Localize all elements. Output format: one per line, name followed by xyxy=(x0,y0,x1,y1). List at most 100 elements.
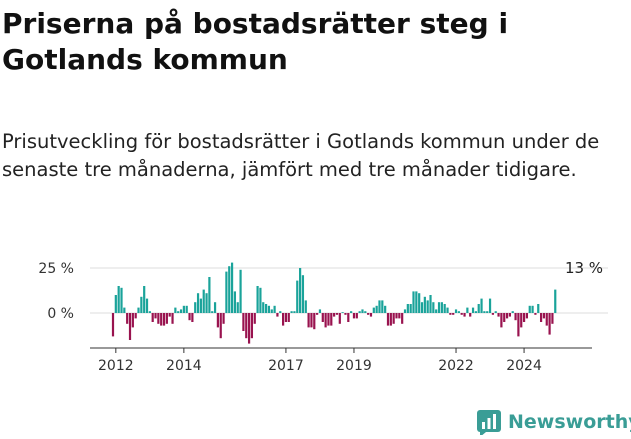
bar xyxy=(222,313,225,324)
bar xyxy=(168,313,171,317)
bar xyxy=(338,313,341,324)
bar xyxy=(525,313,529,319)
bar xyxy=(330,313,333,326)
bar xyxy=(151,313,154,322)
bar xyxy=(542,313,546,319)
bar xyxy=(491,313,494,315)
bar xyxy=(137,307,140,313)
bar xyxy=(514,313,517,321)
bar xyxy=(247,313,251,344)
x-tick-label: 2012 xyxy=(98,358,134,374)
bar xyxy=(463,313,466,317)
bar xyxy=(398,313,401,319)
bar xyxy=(449,313,452,315)
bar xyxy=(412,291,415,313)
bar xyxy=(522,313,526,322)
bar xyxy=(188,313,191,321)
bar xyxy=(270,309,273,313)
bar xyxy=(313,313,316,330)
bar xyxy=(358,311,361,313)
bar xyxy=(364,311,367,313)
bar xyxy=(395,313,398,319)
bar xyxy=(174,307,177,313)
bar xyxy=(378,300,381,313)
bar xyxy=(126,313,129,324)
bar xyxy=(454,309,458,313)
bar xyxy=(503,313,506,322)
bar xyxy=(293,311,296,313)
bar xyxy=(296,280,299,313)
bar xyxy=(497,313,500,317)
bar xyxy=(134,313,137,319)
bar xyxy=(347,313,350,322)
bar-chart: 25 % 0 % 2012 2014 2017 2019 2022 2024 13 % xyxy=(38,259,608,374)
bar xyxy=(401,313,404,324)
bar xyxy=(250,313,254,339)
bar xyxy=(474,311,477,313)
bar xyxy=(534,313,537,315)
bar xyxy=(531,305,534,313)
bar xyxy=(500,313,503,328)
bar xyxy=(196,293,200,313)
x-tick-label: 2017 xyxy=(268,358,304,374)
y-tick-label: 0 % xyxy=(47,306,74,322)
bar xyxy=(423,296,426,313)
bar xyxy=(437,302,441,313)
bar xyxy=(213,302,217,313)
bar xyxy=(185,305,188,313)
bar xyxy=(352,313,356,319)
bar xyxy=(460,313,463,315)
bar xyxy=(471,307,475,313)
bar xyxy=(508,313,511,317)
bar xyxy=(171,313,174,324)
bar xyxy=(131,313,134,328)
bar xyxy=(194,302,197,313)
bar xyxy=(279,311,282,313)
bar xyxy=(233,291,237,313)
bar xyxy=(545,313,548,326)
bar xyxy=(335,313,339,315)
bar xyxy=(242,313,245,331)
brand-name: Newsworthy xyxy=(508,411,631,433)
bar xyxy=(409,304,412,313)
x-tick-label: 2019 xyxy=(336,358,372,374)
bar xyxy=(418,293,421,313)
bar xyxy=(219,313,222,339)
bar xyxy=(114,295,117,313)
bar xyxy=(429,295,432,313)
bar xyxy=(245,313,248,339)
bar xyxy=(140,296,143,313)
bar xyxy=(392,313,395,324)
y-tick-label: 25 % xyxy=(38,261,74,277)
newsworthy-icon xyxy=(477,410,501,435)
bar xyxy=(123,307,126,313)
bar xyxy=(228,266,231,313)
bar xyxy=(537,304,540,313)
bar xyxy=(488,298,492,313)
bar xyxy=(432,302,435,313)
bar xyxy=(304,300,307,313)
bar xyxy=(554,289,557,313)
bar xyxy=(548,313,551,335)
bar xyxy=(318,309,322,313)
bar xyxy=(191,313,194,322)
x-tick-label: 2022 xyxy=(438,358,474,374)
bar xyxy=(264,304,268,313)
bar xyxy=(435,309,438,313)
bar xyxy=(426,300,429,313)
newsworthy-logo[interactable]: Newsworthy xyxy=(476,408,631,436)
bar xyxy=(287,313,290,322)
bar xyxy=(384,305,387,313)
bar xyxy=(316,313,319,315)
bar xyxy=(301,275,305,313)
bar xyxy=(273,305,276,313)
bar xyxy=(267,305,271,313)
bar xyxy=(375,305,378,313)
bar xyxy=(208,277,211,313)
bar xyxy=(440,302,443,313)
bar xyxy=(276,313,279,317)
bars xyxy=(111,262,557,344)
chart-title: Priserna på bostadsrätter steg i Gotland… xyxy=(2,7,509,76)
bar xyxy=(486,311,489,313)
